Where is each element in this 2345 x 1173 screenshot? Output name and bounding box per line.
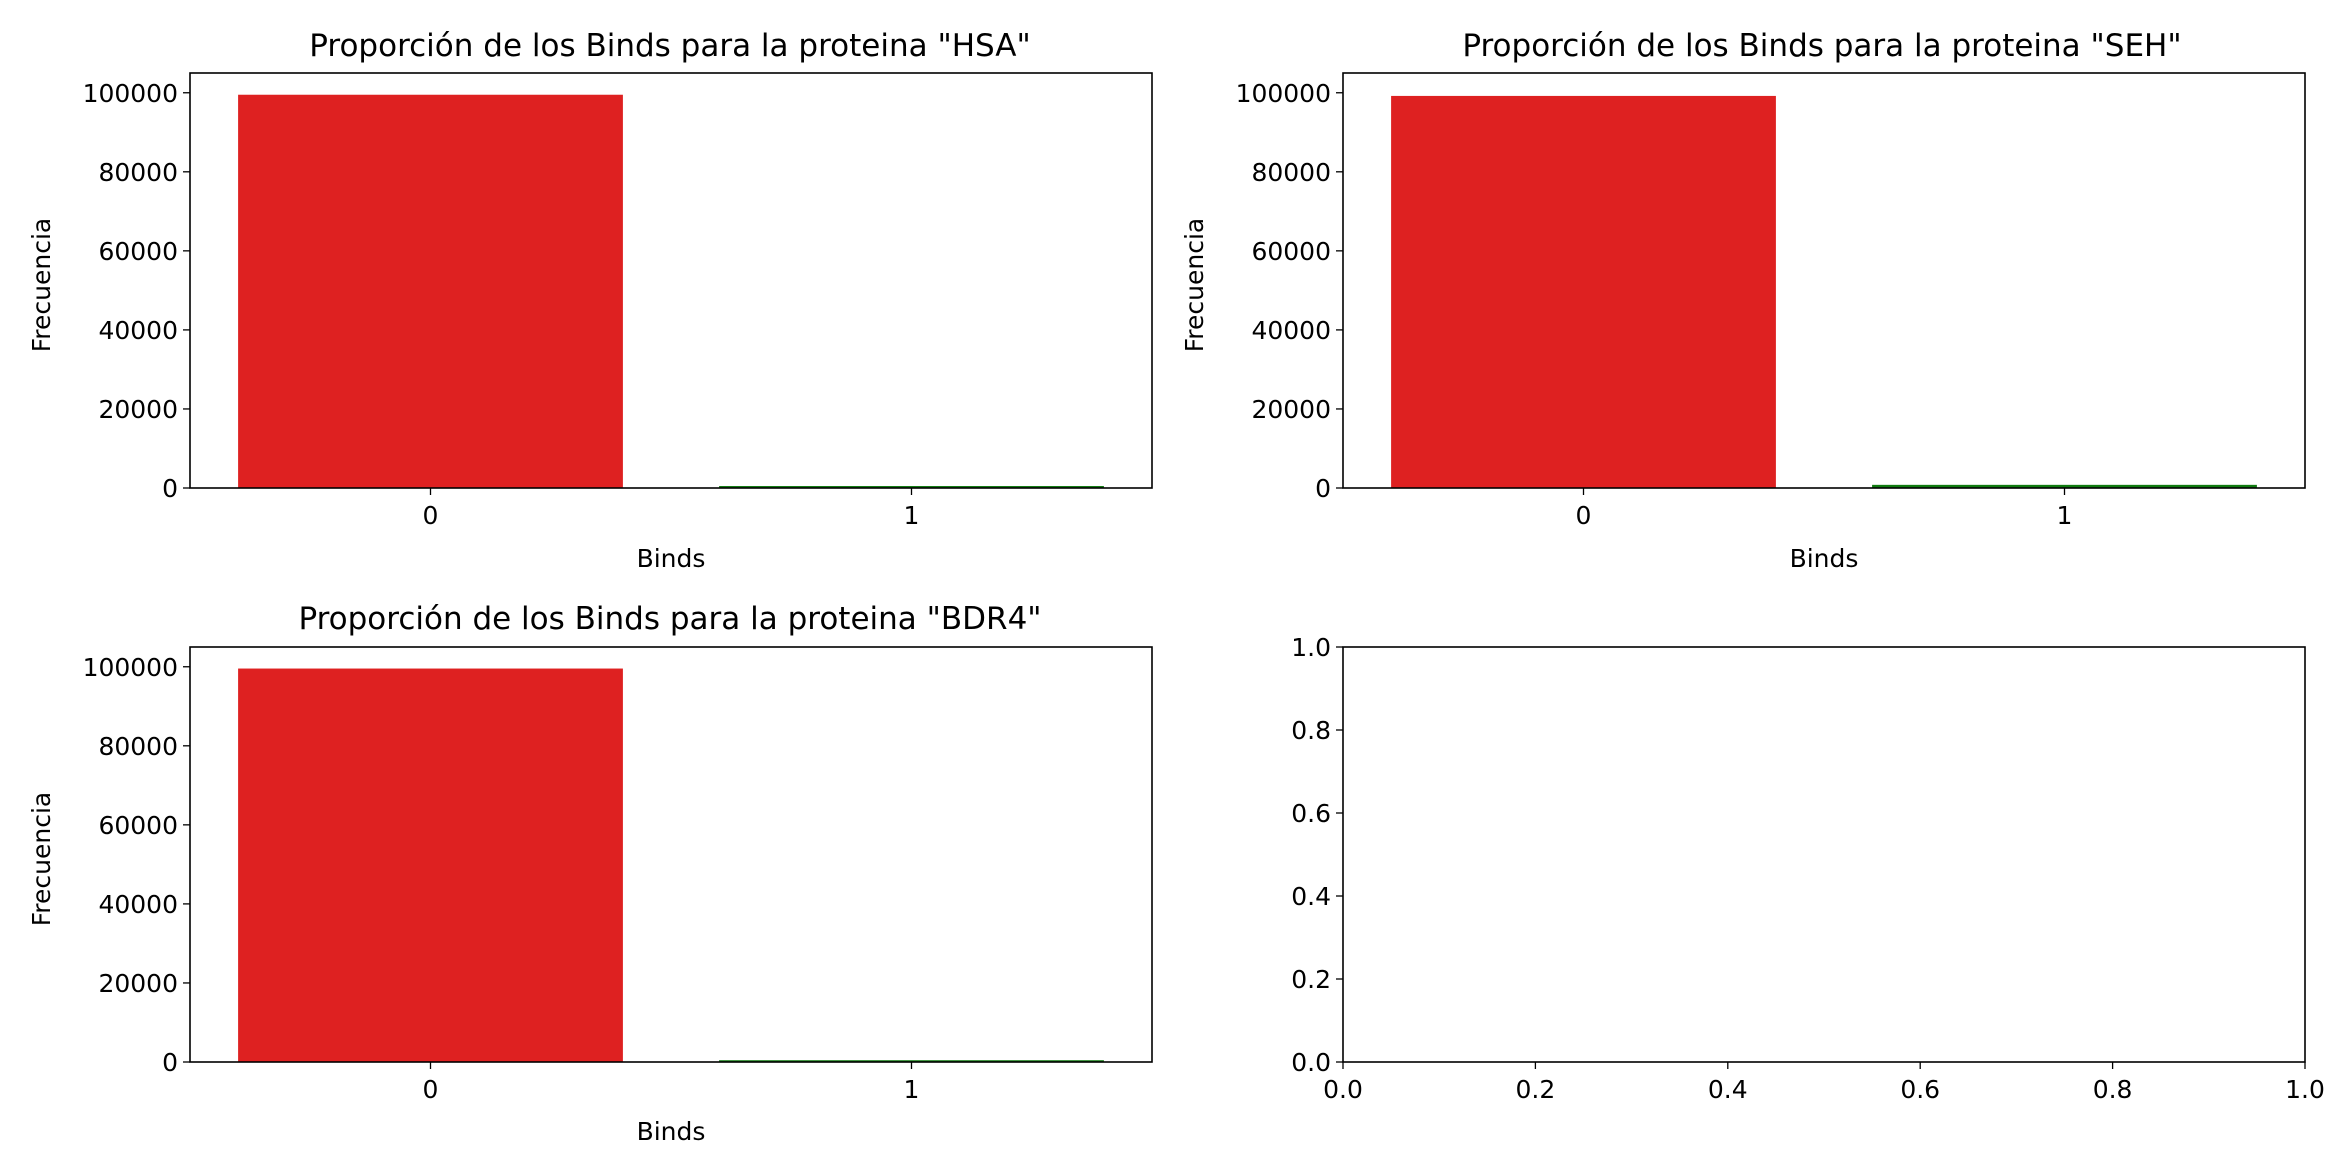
bar-1 [1872,484,2257,488]
x-tick-label: 0 [423,501,439,530]
y-axis-label: Frecuencia [1180,218,1209,353]
x-tick-label: 0 [1576,501,1592,530]
y-tick-label: 20000 [98,395,178,424]
plot-area-hsa: 0 20000 40000 60000 80000 100000 0 1 [83,72,1153,530]
x-tick-label: 1 [904,501,920,530]
y-tick-label: 40000 [98,316,178,345]
y-tick-label: 80000 [98,732,178,761]
bar-0 [238,668,623,1062]
bar-0 [1391,95,1776,488]
y-tick-label: 0.6 [1291,799,1331,828]
plot-area-bdr4: 0 20000 40000 60000 80000 100000 0 1 [83,646,1153,1104]
axes-frame [189,646,1153,1063]
x-tick-label: 0 [423,1075,439,1104]
y-tick-label: 100000 [83,653,178,682]
axes-frame [189,72,1153,489]
x-tick-label: 1 [904,1075,920,1104]
y-axis-label: Frecuencia [27,218,56,353]
x-tick-label: 0.4 [1708,1075,1748,1104]
y-tick-label: 100000 [1236,79,1331,108]
chart-title: Proporción de los Binds para la proteina… [298,601,1041,637]
y-tick-label: 20000 [98,969,178,998]
x-axis-label: Binds [1790,544,1859,573]
x-tick-label: 1 [2057,501,2073,530]
y-tick-label: 60000 [98,237,178,266]
y-tick-label: 0 [1315,474,1331,503]
y-tick-label: 0.4 [1291,882,1331,911]
y-tick-label: 40000 [98,890,178,919]
y-tick-label: 80000 [1251,158,1331,187]
y-tick-label: 0.2 [1291,965,1331,994]
x-tick-label: 0.2 [1516,1075,1556,1104]
axes-frame [1342,646,2306,1063]
y-tick-label: 80000 [98,158,178,187]
bar-1 [719,486,1104,488]
x-axis-label: Binds [637,544,706,573]
bar-0 [238,94,623,488]
y-tick-label: 60000 [1251,237,1331,266]
plot-area-empty: 0.0 0.2 0.4 0.6 0.8 1.0 0.0 0.2 0.4 0.6 0.8 1.0 [1291,633,2325,1104]
x-tick-label: 0.8 [2093,1075,2133,1104]
subplot-bdr4: Proporción de los Binds para la proteina… [27,601,1153,1146]
plot-area-seh: 0 20000 40000 60000 80000 100000 0 1 [1236,72,2306,530]
chart-title: Proporción de los Binds para la proteina… [1462,28,2181,64]
x-tick-label: 1.0 [2285,1075,2325,1104]
y-tick-label: 40000 [1251,316,1331,345]
subplot-empty: 0.0 0.2 0.4 0.6 0.8 1.0 0.0 0.2 0.4 0.6 0.8 1.0 [1291,633,2325,1104]
x-tick-label: 0.0 [1323,1075,1363,1104]
y-tick-label: 0.0 [1291,1048,1331,1077]
subplot-seh: Proporción de los Binds para la proteina… [1180,28,2306,573]
y-tick-label: 0.8 [1291,716,1331,745]
y-axis-label: Frecuencia [27,792,56,927]
y-tick-label: 100000 [83,79,178,108]
bar-1 [719,1060,1104,1062]
y-tick-label: 20000 [1251,395,1331,424]
x-tick-label: 0.6 [1900,1075,1940,1104]
x-axis-label: Binds [637,1117,706,1146]
subplot-hsa: Proporción de los Binds para la proteina… [27,28,1153,573]
chart-title: Proporción de los Binds para la proteina… [309,28,1030,64]
y-tick-label: 0 [162,474,178,503]
y-tick-label: 1.0 [1291,633,1331,662]
y-tick-label: 0 [162,1048,178,1077]
axes-frame [1342,72,2306,489]
y-tick-label: 60000 [98,811,178,840]
